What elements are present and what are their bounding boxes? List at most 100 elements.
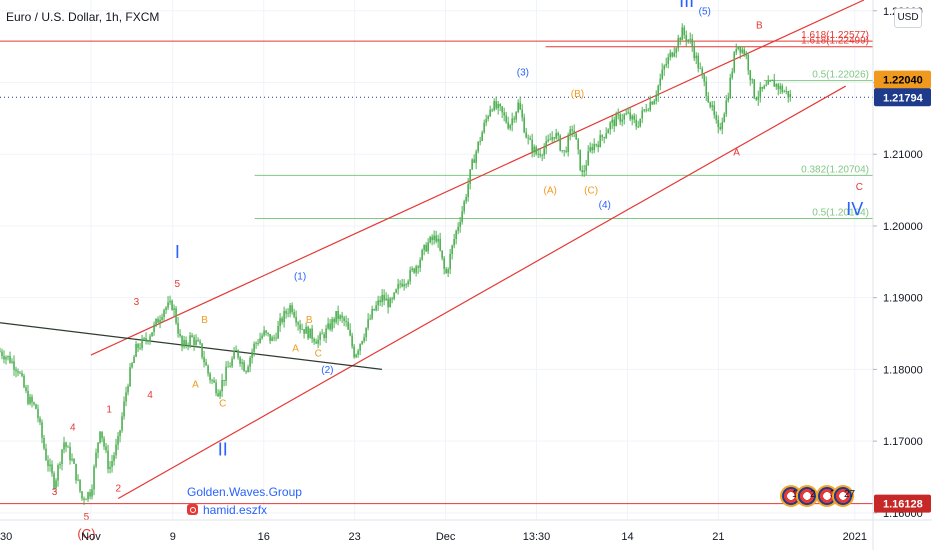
candle-body <box>197 340 199 342</box>
candle-body <box>165 307 167 311</box>
candle-body <box>355 354 357 358</box>
candle-body <box>109 466 111 469</box>
wave-label: (5) <box>699 6 711 17</box>
wave-label: I <box>175 242 180 262</box>
candle-body <box>153 324 155 333</box>
candle-body <box>239 357 241 364</box>
candle-body <box>509 125 511 129</box>
candle-body <box>265 330 267 333</box>
candle-body <box>495 101 497 109</box>
candle-body <box>185 339 187 345</box>
candle-body <box>251 351 253 358</box>
us-flag-icon[interactable] <box>818 487 836 505</box>
us-flag-icon[interactable] <box>798 487 816 505</box>
candle-body <box>753 79 756 98</box>
candle-body <box>105 446 107 451</box>
candle-body <box>7 355 9 358</box>
candle-body <box>609 122 611 130</box>
candle-body <box>215 382 217 394</box>
candle-body <box>457 226 459 231</box>
us-flag-icon[interactable] <box>782 487 800 505</box>
time-axis[interactable]: Nov 9 16 23 Dec 13:30 14 21 2021 30 <box>0 519 932 543</box>
level-label: 0.382(1.20704) <box>801 164 869 175</box>
candle-body <box>321 333 323 335</box>
candle-body <box>211 380 213 381</box>
candle-body <box>63 442 65 450</box>
candle-body <box>619 114 621 122</box>
candle-body <box>195 340 197 345</box>
candle-body <box>147 340 149 342</box>
us-flag-icon[interactable] <box>834 487 852 505</box>
candle-body <box>777 84 780 90</box>
candle-body <box>603 137 605 139</box>
candle-body <box>331 319 333 330</box>
candle-body <box>135 344 137 357</box>
candle-body <box>479 140 481 142</box>
candle-body <box>505 115 507 123</box>
wave-label: 2 <box>115 483 121 494</box>
candle-body <box>735 49 738 53</box>
candle-body <box>499 103 501 107</box>
candle-body <box>553 137 555 139</box>
candle-body <box>139 347 141 349</box>
candle-body <box>695 55 698 59</box>
candle-body <box>685 35 688 41</box>
candle-body <box>309 328 311 339</box>
candle-body <box>663 65 666 70</box>
candle-body <box>259 338 261 343</box>
candle-body <box>0 351 1 353</box>
currency-button[interactable]: USD <box>894 8 922 28</box>
candle-body <box>687 39 690 41</box>
candle-body <box>241 362 243 364</box>
candle-body <box>651 101 654 105</box>
candle-body <box>345 320 347 322</box>
candle-body <box>27 390 29 404</box>
candle-body <box>299 324 301 330</box>
x-tick-label: 13:30 <box>523 531 551 543</box>
wave-label: A <box>292 343 299 354</box>
candle-body <box>207 365 209 374</box>
candle-body <box>47 460 49 467</box>
candle-body <box>429 236 431 243</box>
candle-body <box>255 342 257 344</box>
candle-body <box>773 79 776 87</box>
candle-body <box>179 333 181 336</box>
candle-body <box>93 466 95 490</box>
candle-body <box>77 479 79 481</box>
trendline <box>0 322 383 370</box>
candle-body <box>565 150 567 152</box>
candle-body <box>65 442 67 448</box>
candle-body <box>485 118 487 123</box>
price-axis[interactable]: 1.230001.220001.210001.200001.190001.180… <box>872 0 932 550</box>
candle-body <box>431 236 433 241</box>
candle-body <box>253 343 255 352</box>
candle-body <box>513 118 515 120</box>
x-tick-label: 21 <box>712 531 724 543</box>
price-label-text: 1.22040 <box>883 75 923 87</box>
candle-body <box>177 322 179 334</box>
candle-body <box>725 100 728 115</box>
candle-body <box>17 371 19 373</box>
candle-body <box>501 106 503 113</box>
candle-body <box>561 150 563 152</box>
candle-body <box>101 431 103 439</box>
candle-body <box>95 452 97 467</box>
candle-body <box>349 329 351 336</box>
candle-body <box>191 335 193 338</box>
candle-body <box>433 235 435 241</box>
candle-body <box>419 259 421 268</box>
candle-body <box>137 344 139 348</box>
candle-body <box>683 27 686 36</box>
wave-label: (B) <box>571 89 584 100</box>
watermark-instagram[interactable]: hamid.eszfx <box>187 503 267 517</box>
candle-body <box>235 350 237 351</box>
candle-body <box>517 102 519 113</box>
x-tick-label: Dec <box>436 531 456 543</box>
candle-body <box>87 492 89 500</box>
watermark-group-name[interactable]: Golden.Waves.Group <box>187 485 302 499</box>
candle-body <box>635 119 637 127</box>
candle-body <box>629 112 631 120</box>
candle-body <box>81 491 83 499</box>
